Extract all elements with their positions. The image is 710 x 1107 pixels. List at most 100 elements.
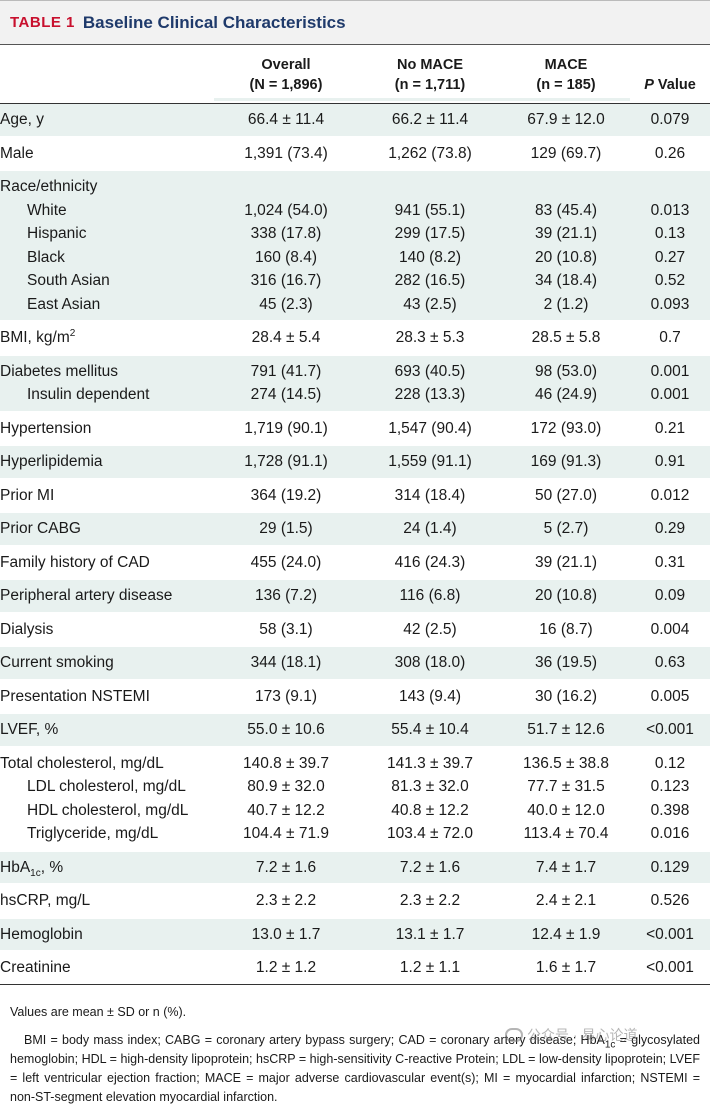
cell-p-value: 0.27 (630, 245, 710, 269)
cell-overall: 7.2 ± 1.6 (214, 849, 358, 884)
cell-mace: 39 (21.1) (502, 222, 630, 246)
row-label: hsCRP, mg/L (0, 883, 214, 918)
cell-p-value: 0.31 (630, 544, 710, 579)
header-mace-title: MACE (544, 57, 588, 73)
table-row: Insulin dependent 274 (14.5) 228 (13.3) 46 … (0, 383, 710, 412)
watermark: 公众号 · 易心论道 (505, 1025, 637, 1045)
cell-no-mace: 66.2 ± 11.4 (358, 103, 502, 137)
cell-p-value: 0.7 (630, 320, 710, 355)
cell-overall: 2.3 ± 2.2 (214, 883, 358, 918)
cell-mace: 40.0 ± 12.0 (527, 801, 605, 819)
baseline-table: Age, y 66.4 ± 11.4 66.2 ± 11.4 67.9 ± 12.0 0… (0, 103, 710, 984)
cell-no-mace: 24 (1.4) (358, 511, 502, 546)
cell-mace: 5 (2.7) (502, 511, 630, 546)
row-label: Hyperlipidemia (0, 444, 214, 479)
table-row: Diabetes mellitus 791 (41.7) 693 (40.5) 98 … (0, 353, 710, 383)
row-label: HbA1c, % (0, 849, 214, 884)
cell-p-value: 0.63 (630, 645, 710, 680)
header-no-mace: No MACE (n = 1,711) (358, 55, 502, 101)
cell-no-mace (358, 169, 502, 199)
header-p-value: P Value (630, 75, 710, 95)
table-row: HDL cholesterol, mg/dL 40.7 ± 12.2 40.8 ± … (0, 799, 710, 823)
cell-overall: 1,391 (73.4) (214, 135, 358, 170)
cell-p-value: 0.21 (630, 410, 710, 445)
cell-overall: 1,719 (90.1) (214, 410, 358, 445)
row-label: Peripheral artery disease (0, 578, 214, 613)
header-p-text: Value (653, 77, 696, 93)
cell-no-mace: 141.3 ± 39.7 (358, 745, 502, 775)
table-row: Black 160 (8.4) 140 (8.2) 20 (10.8) 0.27 (0, 245, 710, 269)
row-label: BMI, kg/m2 (0, 320, 214, 355)
row-label: HDL cholesterol, mg/dL (27, 801, 189, 819)
cell-mace: 67.9 ± 12.0 (502, 103, 630, 137)
cell-overall: 1,024 (54.0) (214, 198, 358, 222)
column-header-row: Overall (N = 1,896) No MACE (n = 1,711) … (0, 45, 710, 103)
table-title-bar: TABLE 1 Baseline Clinical Characteristic… (0, 0, 710, 45)
cell-mace: 136.5 ± 38.8 (502, 745, 630, 775)
cell-mace: 12.4 ± 1.9 (502, 916, 630, 951)
wechat-icon (505, 1028, 523, 1042)
cell-mace: 172 (93.0) (502, 410, 630, 445)
table-row: Total cholesterol, mg/dL 140.8 ± 39.7 141.… (0, 745, 710, 775)
row-label: Age, y (0, 103, 214, 137)
cell-overall: 58 (3.1) (214, 611, 358, 646)
cell-overall: 55.0 ± 10.6 (214, 712, 358, 747)
cell-no-mace: 941 (55.1) (358, 198, 502, 222)
cell-overall: 160 (8.4) (214, 245, 358, 269)
cell-overall: 29 (1.5) (214, 511, 358, 546)
row-label: Race/ethnicity (0, 169, 214, 199)
cell-p-value: 0.09 (630, 578, 710, 613)
cell-overall: 274 (14.5) (214, 383, 358, 412)
row-label: Prior MI (0, 477, 214, 512)
cell-overall: 364 (19.2) (214, 477, 358, 512)
table-row: Age, y 66.4 ± 11.4 66.2 ± 11.4 67.9 ± 12.0 0… (0, 103, 710, 137)
table-row: Creatinine 1.2 ± 1.2 1.2 ± 1.1 1.6 ± 1.7 <0.… (0, 950, 710, 984)
cell-mace: 36 (19.5) (502, 645, 630, 680)
watermark-text: 公众号 · 易心论道 (527, 1027, 638, 1043)
cell-no-mace: 13.1 ± 1.7 (358, 916, 502, 951)
header-mace: MACE (n = 185) (502, 55, 630, 101)
cell-no-mace: 40.8 ± 12.2 (391, 801, 469, 819)
row-label: Black (0, 245, 214, 269)
cell-mace: 30 (16.2) (502, 678, 630, 713)
cell-mace: 2 (1.2) (502, 292, 630, 321)
cell-p-value: 0.12 (630, 745, 710, 775)
table-row: Prior CABG 29 (1.5) 24 (1.4) 5 (2.7) 0.29 (0, 511, 710, 546)
row-label: Hemoglobin (0, 916, 214, 951)
cell-no-mace: 42 (2.5) (358, 611, 502, 646)
cell-mace: 129 (69.7) (502, 135, 630, 170)
table-row: Presentation NSTEMI 173 (9.1) 143 (9.4) 30 … (0, 678, 710, 713)
table-row: Race/ethnicity (0, 169, 710, 199)
table-row: HbA1c, % 7.2 ± 1.6 7.2 ± 1.6 7.4 ± 1.7 0.129 (0, 849, 710, 884)
cell-mace: 50 (27.0) (502, 477, 630, 512)
table-row: Hyperlipidemia 1,728 (91.1) 1,559 (91.1) 16… (0, 444, 710, 479)
cell-p-value: 0.016 (650, 825, 690, 842)
cell-p-value: 0.129 (630, 849, 710, 884)
row-label: Diabetes mellitus (0, 353, 214, 383)
header-p-letter: P (644, 77, 654, 93)
row-label: Hispanic (0, 222, 214, 246)
row-label: Presentation NSTEMI (0, 678, 214, 713)
cell-overall: 791 (41.7) (214, 353, 358, 383)
table-row: Hypertension 1,719 (90.1) 1,547 (90.4) 172 … (0, 410, 710, 445)
table-row: hsCRP, mg/L 2.3 ± 2.2 2.3 ± 2.2 2.4 ± 2.1 0.… (0, 883, 710, 918)
header-no-mace-title: No MACE (396, 57, 464, 73)
cell-p-value: 0.005 (630, 678, 710, 713)
row-label: Family history of CAD (0, 544, 214, 579)
cell-no-mace: 299 (17.5) (358, 222, 502, 246)
cell-no-mace: 1.2 ± 1.1 (358, 950, 502, 984)
table-row: Family history of CAD 455 (24.0) 416 (24.3… (0, 544, 710, 579)
cell-no-mace: 43 (2.5) (358, 292, 502, 321)
row-label: LDL cholesterol, mg/dL (27, 778, 186, 795)
cell-mace: 169 (91.3) (502, 444, 630, 479)
row-label: Insulin dependent (0, 383, 214, 412)
cell-mace: 20 (10.8) (502, 245, 630, 269)
cell-mace: 51.7 ± 12.6 (502, 712, 630, 747)
cell-overall: 40.7 ± 12.2 (247, 801, 325, 819)
table-footnotes: Values are mean ± SD or n (%). BMI = bod… (0, 985, 710, 1107)
cell-overall: 13.0 ± 1.7 (214, 916, 358, 951)
cell-overall: 316 (16.7) (214, 269, 358, 293)
table-title: Baseline Clinical Characteristics (82, 12, 346, 32)
header-mace-n: (n = 185) (536, 77, 596, 93)
cell-p-value: <0.001 (630, 950, 710, 984)
